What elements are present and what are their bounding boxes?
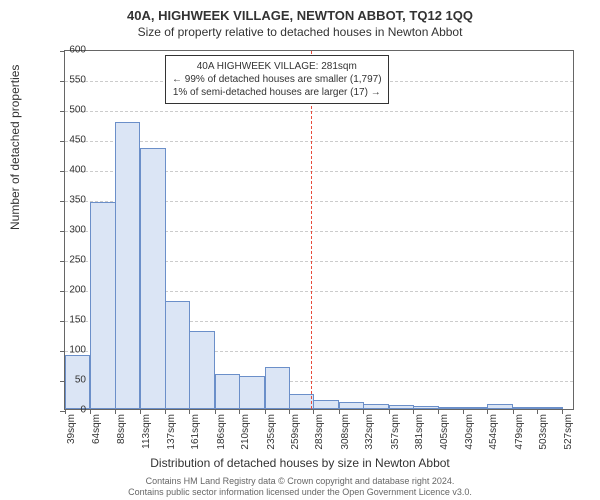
x-tick-label: 479sqm — [514, 414, 525, 454]
x-tick-label: 308sqm — [340, 414, 351, 454]
histogram-bar — [140, 148, 165, 409]
histogram-bar — [513, 407, 538, 409]
x-tick-label: 137sqm — [166, 414, 177, 454]
y-tick-label: 100 — [56, 345, 86, 356]
histogram-bar — [339, 402, 364, 409]
histogram-bar — [537, 407, 562, 409]
histogram-bar — [389, 405, 414, 409]
y-tick-label: 150 — [56, 315, 86, 326]
x-axis-label: Distribution of detached houses by size … — [0, 456, 600, 470]
histogram-bar — [239, 376, 264, 409]
x-tick-label: 405sqm — [439, 414, 450, 454]
y-tick-label: 250 — [56, 255, 86, 266]
x-tick-label: 381sqm — [414, 414, 425, 454]
info-box-line: ← 99% of detached houses are smaller (1,… — [172, 73, 382, 86]
info-box: 40A HIGHWEEK VILLAGE: 281sqm← 99% of det… — [165, 55, 389, 104]
footer-line-2: Contains public sector information licen… — [0, 487, 600, 498]
y-axis-label: Number of detached properties — [8, 65, 22, 230]
x-tick-label: 64sqm — [91, 414, 102, 454]
y-tick-label: 50 — [56, 375, 86, 386]
histogram-bar — [438, 407, 463, 409]
histogram-bar — [115, 122, 140, 409]
grid-line — [65, 111, 573, 112]
x-tick-label: 186sqm — [216, 414, 227, 454]
histogram-bar — [487, 404, 512, 409]
x-tick-label: 430sqm — [464, 414, 475, 454]
y-tick-label: 200 — [56, 285, 86, 296]
info-box-line: 1% of semi-detached houses are larger (1… — [172, 86, 382, 99]
y-tick-label: 350 — [56, 195, 86, 206]
histogram-bar — [413, 406, 438, 409]
x-tick-label: 454sqm — [488, 414, 499, 454]
histogram-bar — [363, 404, 388, 409]
histogram-bar — [90, 202, 115, 409]
histogram-bar — [265, 367, 290, 409]
x-tick-label: 357sqm — [390, 414, 401, 454]
chart-plot-area: 40A HIGHWEEK VILLAGE: 281sqm← 99% of det… — [64, 50, 574, 410]
y-tick-label: 600 — [56, 45, 86, 56]
histogram-bar — [215, 374, 240, 409]
x-tick-label: 332sqm — [364, 414, 375, 454]
x-tick-label: 527sqm — [563, 414, 574, 454]
x-tick-label: 235sqm — [266, 414, 277, 454]
x-tick-label: 161sqm — [190, 414, 201, 454]
histogram-bar — [189, 331, 214, 409]
x-tick-label: 113sqm — [141, 414, 152, 454]
grid-line — [65, 141, 573, 142]
x-tick-label: 283sqm — [314, 414, 325, 454]
info-box-line: 40A HIGHWEEK VILLAGE: 281sqm — [172, 60, 382, 73]
x-tick-label: 39sqm — [66, 414, 77, 454]
x-tick-label: 259sqm — [290, 414, 301, 454]
chart-sub-title: Size of property relative to detached ho… — [0, 23, 600, 39]
y-tick-label: 400 — [56, 165, 86, 176]
y-tick-label: 550 — [56, 75, 86, 86]
y-tick-label: 300 — [56, 225, 86, 236]
chart-footer: Contains HM Land Registry data © Crown c… — [0, 476, 600, 498]
x-tick-label: 503sqm — [538, 414, 549, 454]
histogram-bar — [165, 301, 190, 409]
histogram-bar — [463, 407, 488, 409]
marker-line — [311, 51, 312, 409]
x-tick-label: 210sqm — [240, 414, 251, 454]
y-tick-label: 500 — [56, 105, 86, 116]
chart-main-title: 40A, HIGHWEEK VILLAGE, NEWTON ABBOT, TQ1… — [0, 0, 600, 23]
y-tick-label: 450 — [56, 135, 86, 146]
x-tick-label: 88sqm — [116, 414, 127, 454]
histogram-bar — [313, 400, 338, 409]
footer-line-1: Contains HM Land Registry data © Crown c… — [0, 476, 600, 487]
